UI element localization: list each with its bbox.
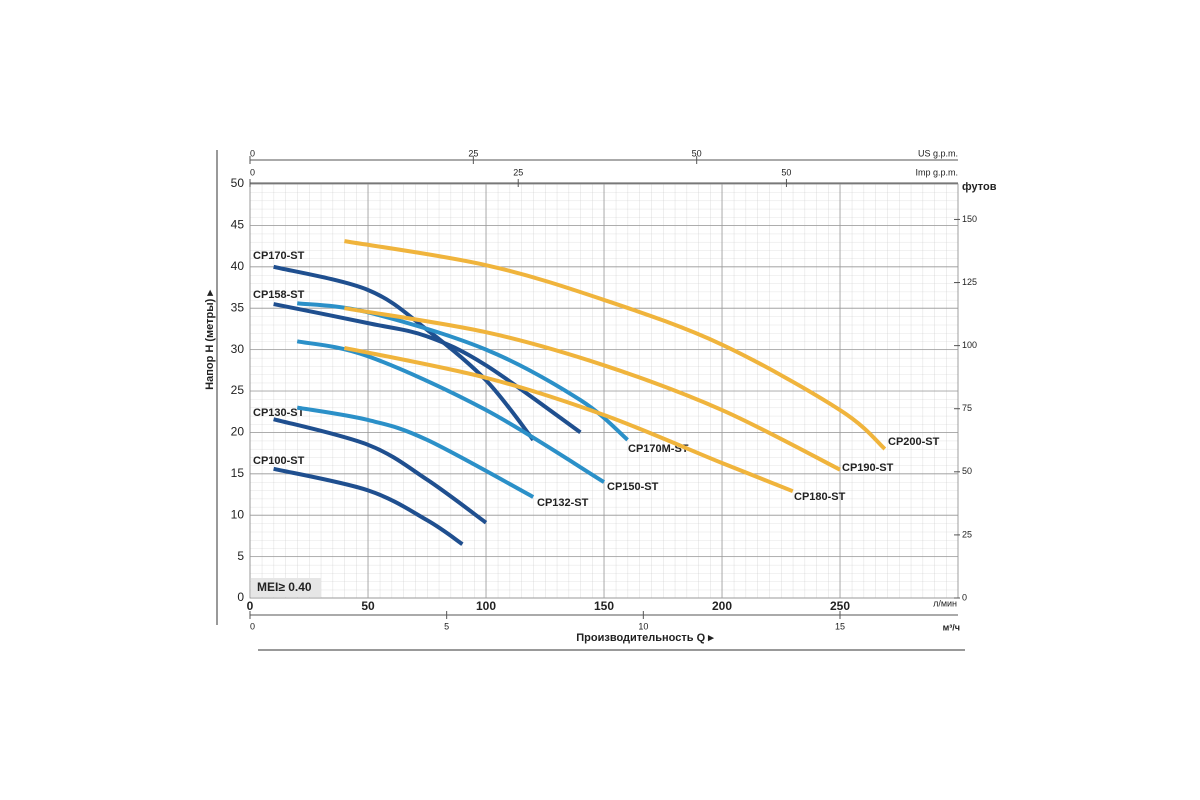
tick-label: 50 — [692, 148, 702, 158]
m3h-label: м³/ч — [943, 622, 960, 632]
tick-label: 15 — [835, 621, 845, 631]
tick-label: 25 — [468, 148, 478, 158]
y-tick-label: 20 — [231, 425, 245, 439]
x-tick-label: 150 — [594, 599, 614, 613]
mei-box — [251, 578, 321, 597]
y-tick-label: 50 — [231, 176, 245, 190]
legend-label: CP158-ST — [253, 289, 305, 301]
x-axis-title: Производительность Q ▸ — [576, 632, 714, 644]
y-tick-label: 30 — [231, 342, 245, 356]
legend-label: CP100-ST — [253, 455, 305, 467]
y-tick-label: 40 — [231, 259, 245, 273]
curve — [273, 417, 488, 525]
y-tick-label: 45 — [231, 218, 245, 232]
tick-label: 150 — [962, 214, 977, 224]
y-tick-label: 0 — [237, 590, 244, 604]
feet-label: футов — [962, 181, 997, 193]
mei-annotation: MEI≥ 0.40 — [257, 580, 312, 594]
curve — [343, 345, 794, 494]
legend-label: CP130-ST — [253, 407, 305, 419]
y-tick-label: 5 — [237, 549, 244, 563]
x-tick-label: 50 — [361, 599, 375, 613]
imp-label: Imp g.p.m. — [915, 167, 958, 177]
tick-label: 50 — [962, 466, 972, 476]
legend-label: CP190-ST — [842, 462, 894, 474]
tick-label: 10 — [638, 621, 648, 631]
legend-label: CP170M-ST — [628, 443, 689, 455]
y-tick-label: 15 — [231, 466, 245, 480]
us-label: US g.p.m. — [918, 148, 958, 158]
tick-label: 0 — [250, 621, 255, 631]
x-tick-label: 0 — [247, 599, 254, 613]
curve — [344, 239, 887, 451]
legend-label: CP180-ST — [794, 491, 846, 503]
x-tick-label: 200 — [712, 599, 732, 613]
tick-label: 125 — [962, 277, 977, 287]
y-tick-label: 25 — [231, 383, 245, 397]
tick-label: 0 — [962, 592, 967, 602]
tick-label: 5 — [444, 621, 449, 631]
legend-label: CP200-ST — [888, 436, 940, 448]
legend-label: CP170-ST — [253, 250, 305, 262]
x-tick-label: 100 — [476, 599, 496, 613]
tick-label: 0 — [250, 167, 255, 177]
y-tick-label: 10 — [231, 507, 245, 521]
curve — [296, 405, 535, 499]
y-axis-title: Напор H (метры) ▸ — [204, 290, 216, 390]
tick-label: 0 — [250, 148, 255, 158]
y-tick-label: 35 — [231, 300, 245, 314]
tick-label: 75 — [962, 403, 972, 413]
curve — [273, 466, 464, 546]
tick-label: 25 — [962, 529, 972, 539]
x-unit: л/мин — [933, 598, 957, 608]
tick-label: 100 — [962, 340, 977, 350]
curve — [344, 306, 841, 472]
tick-label: 50 — [781, 167, 791, 177]
curve — [273, 302, 582, 435]
legend-label: CP132-ST — [537, 497, 589, 509]
tick-label: 25 — [513, 167, 523, 177]
curve — [296, 339, 606, 484]
legend-label: CP150-ST — [607, 481, 659, 493]
x-tick-label: 250 — [830, 599, 850, 613]
